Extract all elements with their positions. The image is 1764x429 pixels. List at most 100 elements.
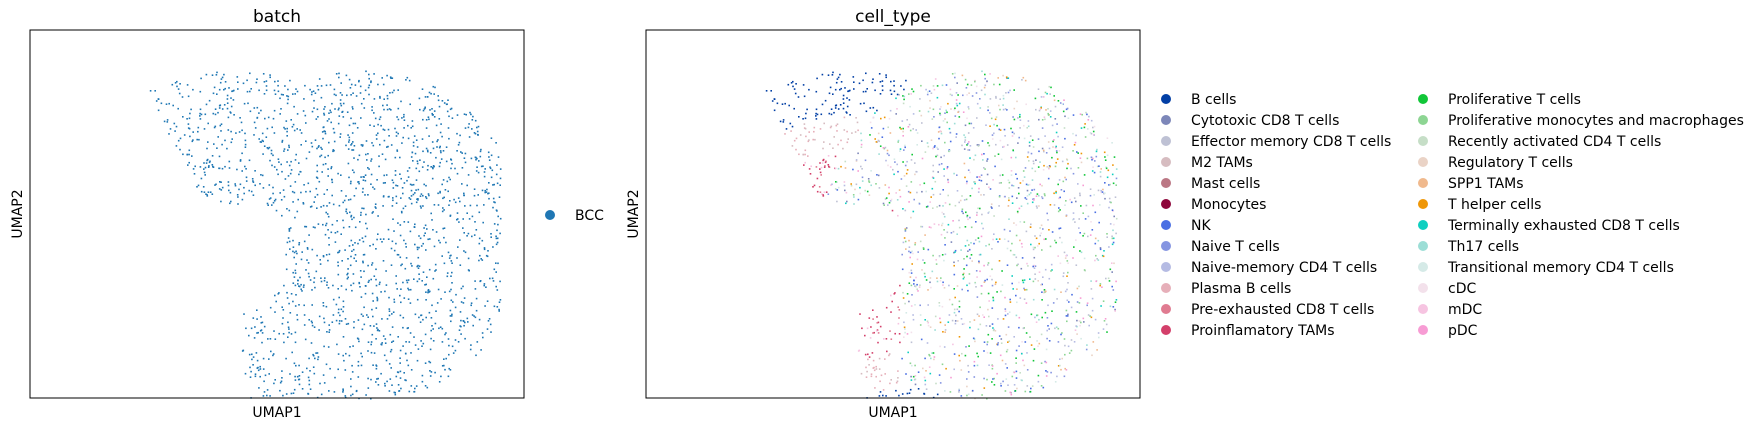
scatter-point xyxy=(415,189,417,191)
scatter-point xyxy=(989,125,991,127)
scatter-point xyxy=(808,88,810,91)
scatter-point xyxy=(1041,127,1044,129)
scatter-point xyxy=(342,336,345,338)
scatter-point xyxy=(345,208,348,211)
scatter-point xyxy=(1093,125,1096,128)
scatter-point xyxy=(1076,301,1079,303)
scatter-point xyxy=(979,270,981,273)
scatter-point xyxy=(402,316,405,319)
scatter-point xyxy=(425,283,427,286)
scatter-point xyxy=(244,165,246,168)
scatter-point xyxy=(1055,145,1057,148)
scatter-point xyxy=(367,341,370,343)
scatter-point xyxy=(832,71,834,74)
scatter-point xyxy=(939,317,941,320)
scatter-point xyxy=(281,214,283,217)
scatter-point xyxy=(1057,327,1060,330)
scatter-point xyxy=(1087,128,1089,130)
scatter-point xyxy=(969,171,971,174)
scatter-point xyxy=(328,118,330,120)
scatter-point xyxy=(988,144,991,147)
scatter-point xyxy=(1100,168,1102,170)
scatter-point xyxy=(256,106,259,109)
scatter-point xyxy=(793,88,796,90)
scatter-point xyxy=(1012,150,1015,152)
scatter-point xyxy=(944,331,946,333)
scatter-point xyxy=(982,159,984,161)
scatter-point xyxy=(219,81,222,84)
scatter-point xyxy=(976,214,978,216)
scatter-point xyxy=(227,129,230,131)
scatter-point xyxy=(327,215,330,218)
scatter-point xyxy=(976,176,978,178)
scatter-point xyxy=(920,114,923,117)
scatter-point xyxy=(814,138,816,141)
scatter-point xyxy=(413,390,416,393)
scatter-point xyxy=(976,313,979,316)
scatter-point xyxy=(261,132,264,135)
scatter-point xyxy=(832,93,834,95)
scatter-point xyxy=(836,123,839,125)
scatter-point xyxy=(469,348,472,351)
scatter-point xyxy=(352,248,355,251)
scatter-point xyxy=(976,352,978,355)
scatter-point xyxy=(495,237,498,240)
scatter-point xyxy=(959,199,962,202)
scatter-point xyxy=(332,127,335,130)
scatter-point xyxy=(360,364,363,367)
scatter-point xyxy=(491,277,494,280)
scatter-point xyxy=(939,130,942,132)
scatter-point xyxy=(436,302,439,304)
scatter-point xyxy=(403,372,405,374)
scatter-point xyxy=(860,165,862,168)
scatter-point xyxy=(1027,120,1030,122)
scatter-point xyxy=(455,293,457,296)
scatter-point xyxy=(250,327,253,330)
scatter-point xyxy=(300,283,302,286)
scatter-point xyxy=(426,169,429,171)
scatter-point xyxy=(390,109,392,111)
scatter-point xyxy=(395,135,398,137)
scatter-point xyxy=(969,216,971,219)
legend-label-proliferative-monocytes-and-macrophages: Proliferative monocytes and macrophages xyxy=(1448,113,1744,129)
scatter-point xyxy=(362,187,364,190)
scatter-point xyxy=(487,250,489,252)
scatter-point xyxy=(888,354,890,357)
scatter-point xyxy=(251,353,253,356)
scatter-point xyxy=(1019,119,1022,121)
scatter-point xyxy=(388,314,391,317)
scatter-point xyxy=(342,116,345,118)
scatter-point xyxy=(349,87,352,89)
scatter-point xyxy=(376,179,378,181)
scatter-point xyxy=(958,389,960,392)
scatter-point xyxy=(320,206,322,208)
scatter-point xyxy=(395,242,397,245)
scatter-point xyxy=(938,126,941,129)
scatter-point xyxy=(467,269,470,271)
scatter-point xyxy=(1024,79,1027,82)
scatter-point xyxy=(889,89,892,92)
scatter-point xyxy=(837,108,840,110)
scatter-point xyxy=(1029,135,1032,137)
scatter-point xyxy=(1016,301,1018,304)
scatter-point xyxy=(1099,248,1102,251)
legend-marker-regulatory-t-cells xyxy=(1418,157,1428,167)
scatter-point xyxy=(1019,297,1022,299)
scatter-point xyxy=(353,216,355,219)
scatter-point xyxy=(287,175,290,177)
scatter-point xyxy=(289,312,292,314)
scatter-point xyxy=(415,179,418,181)
scatter-point xyxy=(406,179,408,182)
scatter-point xyxy=(846,130,848,133)
scatter-point xyxy=(997,77,999,79)
scatter-point xyxy=(902,102,905,105)
scatter-point xyxy=(281,377,283,379)
scatter-point xyxy=(970,122,973,125)
scatter-point xyxy=(286,102,289,105)
scatter-point xyxy=(360,102,363,105)
legend-label-nk: NK xyxy=(1191,218,1211,234)
scatter-point xyxy=(1037,345,1039,347)
scatter-point xyxy=(906,392,909,395)
scatter-point xyxy=(1101,286,1103,288)
